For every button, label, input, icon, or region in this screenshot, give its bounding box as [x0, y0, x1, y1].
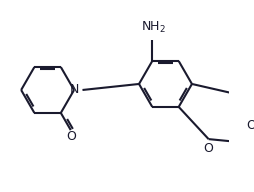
Text: N: N — [69, 84, 79, 97]
Text: NH$_2$: NH$_2$ — [141, 20, 166, 35]
Text: O: O — [247, 119, 254, 132]
Text: O: O — [204, 142, 214, 155]
Text: O: O — [66, 130, 76, 143]
